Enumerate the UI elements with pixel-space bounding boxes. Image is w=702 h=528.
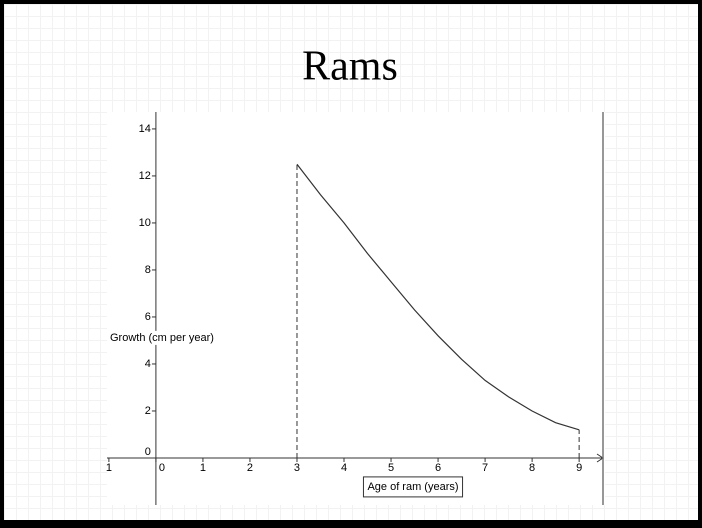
plot (107, 112, 604, 505)
y-tick-label: 0 (145, 446, 151, 458)
x-tick-label: 0 (159, 462, 165, 474)
x-tick-label: 7 (482, 462, 488, 474)
plot-area (107, 112, 605, 505)
x-axis-label: Age of ram (years) (367, 481, 458, 493)
chart-title: Rams (302, 44, 398, 90)
y-tick-label: 12 (139, 170, 151, 182)
x-tick-label: 4 (341, 462, 347, 474)
x-tick-label: 3 (294, 462, 300, 474)
y-tick-label: 10 (139, 217, 151, 229)
y-tick-label: 8 (145, 264, 151, 276)
y-tick-label: 4 (145, 358, 151, 370)
y-tick-label: 14 (139, 123, 151, 135)
y-tick-label: 2 (145, 405, 151, 417)
line-series (296, 163, 580, 431)
y-axis-label: Growth (cm per year) (110, 332, 214, 344)
x-tick-label: 1 (106, 462, 112, 474)
x-tick-label: 9 (576, 462, 582, 474)
y-axis-label-bg (109, 330, 215, 345)
x-axis-label-box (362, 476, 464, 498)
x-tick-label: 8 (529, 462, 535, 474)
x-tick-label: 5 (388, 462, 394, 474)
x-tick-label: 2 (247, 462, 253, 474)
y-tick-label: 6 (145, 311, 151, 323)
x-tick-label: 1 (200, 462, 206, 474)
x-tick-label: 6 (435, 462, 441, 474)
